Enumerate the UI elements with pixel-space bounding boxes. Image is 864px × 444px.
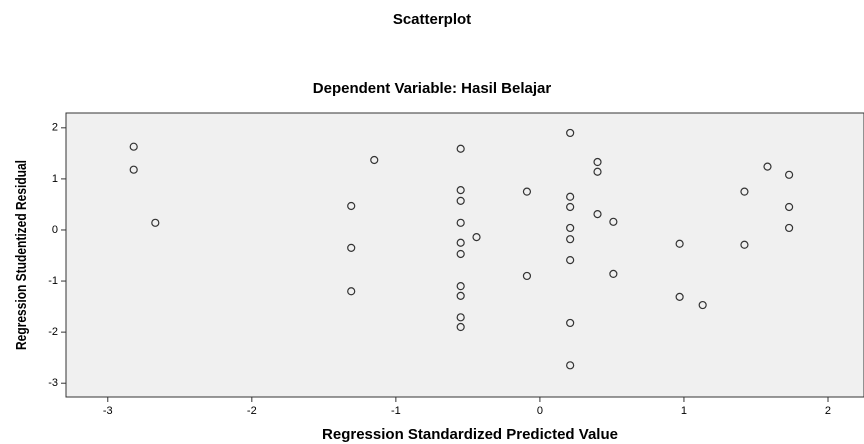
plot-area bbox=[66, 113, 864, 397]
y-axis-label: Regression Studentized Residual bbox=[13, 160, 30, 350]
x-tick-label: 1 bbox=[681, 405, 687, 417]
y-tick-label: -1 bbox=[48, 275, 58, 287]
x-tick-label: 0 bbox=[537, 405, 543, 417]
y-tick-label: 2 bbox=[52, 122, 58, 134]
y-tick-label: -3 bbox=[48, 377, 58, 389]
x-tick-label: -1 bbox=[391, 405, 401, 417]
chart-title: Scatterplot bbox=[393, 11, 471, 28]
x-tick-label: 2 bbox=[825, 405, 831, 417]
y-tick-label: 1 bbox=[52, 173, 58, 185]
y-tick-label: 0 bbox=[52, 224, 58, 236]
x-tick-label: -3 bbox=[103, 405, 113, 417]
chart: Scatterplot Dependent Variable: Hasil Be… bbox=[0, 0, 864, 444]
y-tick-label: -2 bbox=[48, 326, 58, 338]
x-axis-label: Regression Standardized Predicted Value bbox=[322, 426, 618, 443]
x-tick-label: -2 bbox=[247, 405, 257, 417]
chart-subtitle: Dependent Variable: Hasil Belajar bbox=[313, 80, 552, 97]
